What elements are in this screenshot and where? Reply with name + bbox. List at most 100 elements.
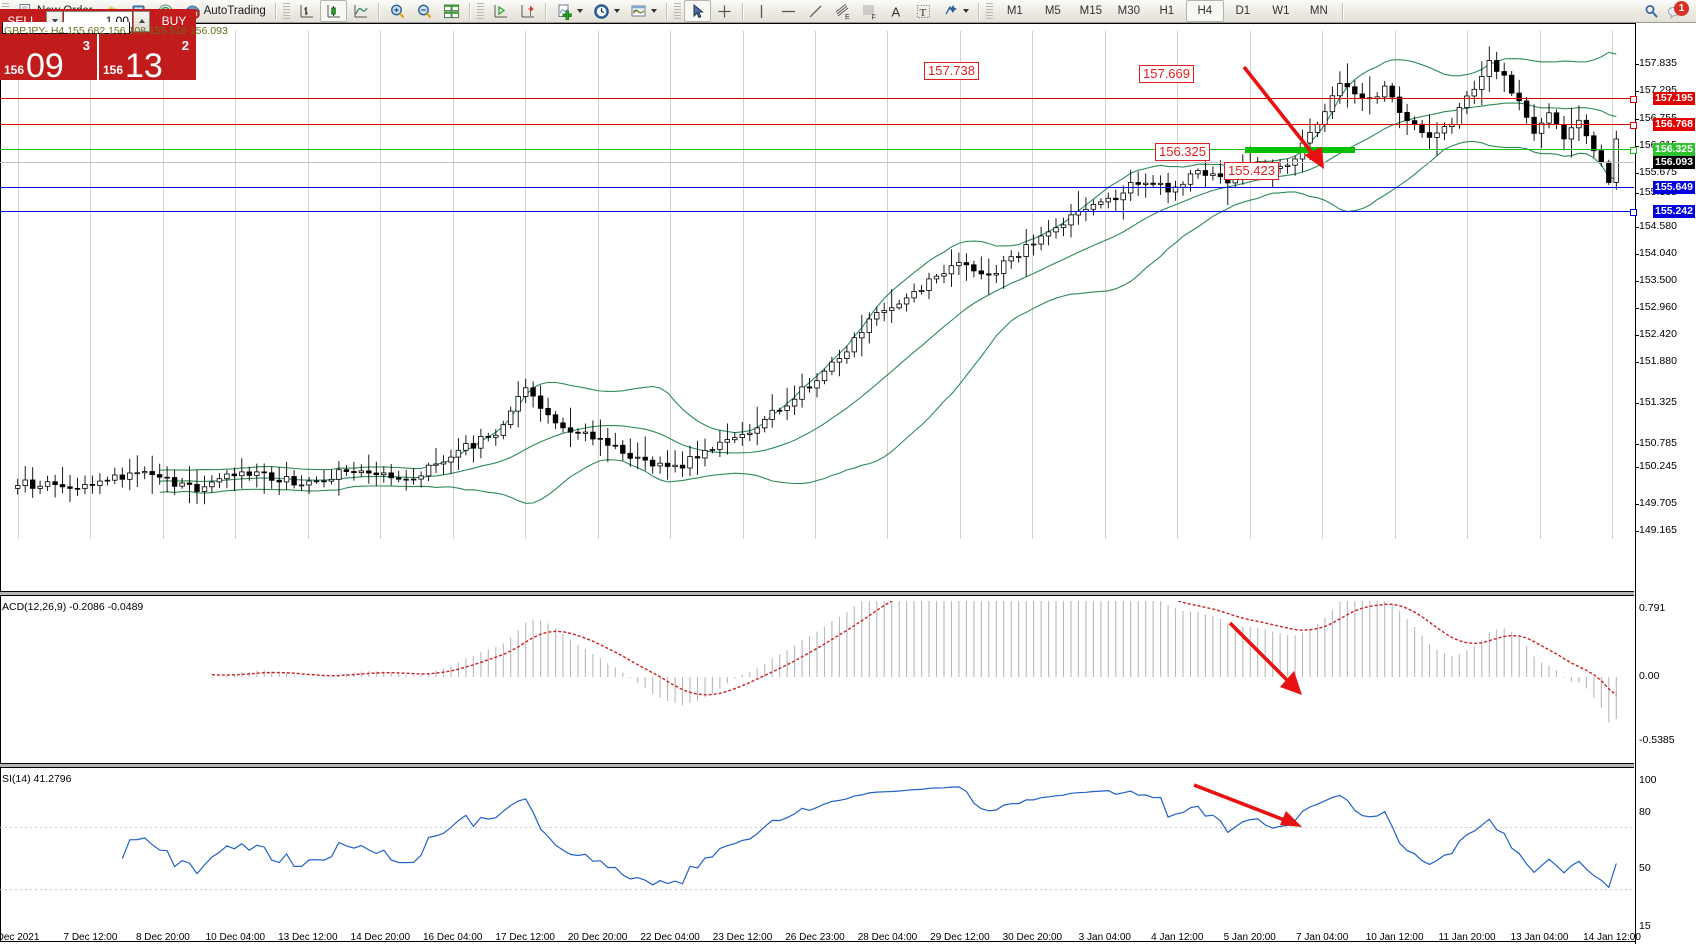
price-level-handle[interactable]	[1630, 147, 1637, 154]
candle-body	[874, 312, 880, 320]
cursor-button[interactable]	[683, 0, 711, 22]
chart-text-annotation[interactable]: 155.423	[1224, 162, 1279, 180]
candle-body	[493, 434, 499, 438]
candle-body	[321, 480, 327, 483]
bar-chart-button[interactable]	[293, 0, 320, 22]
time-tick-label: 28 Dec 04:00	[857, 932, 918, 943]
candle-body	[1001, 260, 1007, 274]
volume-increase-button[interactable]	[133, 10, 150, 32]
chart-text-annotation[interactable]: 157.738	[924, 62, 979, 80]
chevron-down-icon[interactable]	[576, 9, 583, 13]
candle-body	[1494, 60, 1500, 72]
tab-timeframe-d1[interactable]: D1	[1235, 5, 1251, 17]
tab-timeframe-h4[interactable]: H4	[1185, 0, 1224, 22]
buy-price-button[interactable]: 156 13 2	[99, 33, 196, 80]
one-click-trading-panel[interactable]: SELL 1.00 BUY 156 09 3 156 13 2	[0, 9, 196, 80]
trend-arrow-main[interactable]	[1230, 59, 1360, 184]
text-button[interactable]: A	[883, 0, 910, 22]
rsi-separator	[0, 763, 1634, 768]
time-tick-label: 23 Dec 12:00	[712, 932, 773, 943]
horizontal-line-button[interactable]	[775, 0, 802, 22]
candle-body	[291, 476, 297, 486]
candle-body	[380, 472, 387, 476]
price-level-line[interactable]	[0, 162, 1634, 163]
candle-body	[978, 270, 984, 275]
candle-body	[702, 449, 708, 459]
time-tick-label: 26 Dec 23:00	[785, 932, 845, 943]
time-gridline	[90, 31, 91, 539]
line-chart-button[interactable]	[347, 0, 374, 22]
candle-body	[806, 386, 813, 389]
price-level-line[interactable]	[0, 124, 1634, 125]
trendline-button[interactable]	[802, 0, 829, 22]
sell-price-button[interactable]: 156 09 3	[0, 33, 97, 80]
candle-body	[1479, 76, 1485, 90]
crosshair-button[interactable]	[711, 0, 738, 22]
price-level-line[interactable]	[0, 98, 1634, 99]
candle-body	[29, 479, 36, 489]
price-tick-mark	[1636, 504, 1639, 505]
highlight-rectangle[interactable]	[1245, 147, 1355, 153]
candle-body	[1553, 112, 1560, 125]
equidistant-channel-button[interactable]: E	[829, 0, 856, 22]
tab-timeframe-h1[interactable]: H1	[1159, 5, 1175, 17]
vertical-line-button[interactable]	[748, 0, 775, 22]
candlestick-chart-icon	[325, 3, 342, 20]
time-tick-label: 14 Jan 12:00	[1583, 932, 1641, 943]
price-level-handle[interactable]	[1630, 122, 1637, 129]
price-level-handle[interactable]	[1630, 209, 1637, 216]
tile-windows-button[interactable]	[438, 0, 465, 22]
trend-arrow-rsi[interactable]	[1188, 779, 1318, 849]
fibonacci-retracement-button[interactable]: F	[856, 0, 883, 22]
auto-scroll-button[interactable]	[487, 0, 514, 22]
chart-window[interactable]: GBPJPY-,H4 155.682 156.108 155.516 156.0…	[0, 22, 1696, 944]
candle-body	[44, 481, 51, 487]
tab-timeframe-mn[interactable]: MN	[1309, 5, 1328, 17]
time-gridline	[1250, 31, 1251, 539]
price-level-handle[interactable]	[1630, 96, 1637, 103]
trend-arrow-macd[interactable]	[1222, 615, 1322, 715]
indicators-button[interactable]	[551, 0, 588, 22]
candle-body	[926, 278, 932, 291]
text-label-button[interactable]: T	[910, 0, 937, 22]
alerts-icon[interactable]: 1	[1667, 0, 1689, 20]
zoom-in-button[interactable]	[384, 0, 411, 22]
drawing-objects-button[interactable]	[937, 0, 974, 22]
chart-text-annotation[interactable]: 156.325	[1155, 143, 1210, 161]
toolbar-grip-4[interactable]	[673, 3, 681, 19]
zoom-out-button[interactable]	[411, 0, 438, 22]
candle-body	[1523, 100, 1530, 118]
price-level-line[interactable]	[0, 211, 1634, 212]
price-level-line[interactable]	[0, 187, 1634, 188]
periods-button[interactable]	[588, 0, 625, 22]
tab-timeframe-m1[interactable]: M1	[1006, 5, 1023, 17]
tab-timeframe-m30[interactable]: M30	[1117, 5, 1141, 17]
chevron-down-icon-2[interactable]	[613, 9, 620, 13]
candle-body	[582, 431, 589, 434]
price-tick-label: 155.675	[1639, 166, 1677, 178]
candle-body	[1613, 138, 1619, 183]
buy-label[interactable]: BUY	[152, 9, 196, 33]
search-icon[interactable]	[1643, 3, 1660, 20]
toolbar-grip-2[interactable]	[282, 3, 290, 19]
chart-window-tab[interactable]	[2, 22, 130, 34]
templates-button[interactable]	[625, 0, 662, 22]
time-gridline	[598, 31, 599, 539]
price-axis[interactable]	[1636, 23, 1696, 944]
tab-timeframe-m15[interactable]: M15	[1079, 5, 1103, 17]
price-level-line[interactable]	[0, 149, 1634, 150]
tab-timeframe-m5[interactable]: M5	[1044, 5, 1061, 17]
candlestick-chart-button[interactable]	[319, 0, 347, 22]
candlestick-series	[14, 46, 1619, 505]
chart-shift-button[interactable]	[514, 0, 541, 22]
chart-text-annotation[interactable]: 157.669	[1139, 65, 1194, 83]
chevron-down-icon-3[interactable]	[650, 9, 657, 13]
tab-timeframe-w1[interactable]: W1	[1272, 5, 1290, 17]
candle-body	[1382, 85, 1388, 98]
toolbar-grip-3[interactable]	[476, 3, 484, 19]
candle-body	[515, 396, 521, 412]
candle-body	[306, 480, 312, 486]
candle-body	[1120, 192, 1126, 201]
chevron-down-icon-4[interactable]	[962, 9, 969, 13]
toolbar-grip-5[interactable]	[985, 3, 993, 19]
